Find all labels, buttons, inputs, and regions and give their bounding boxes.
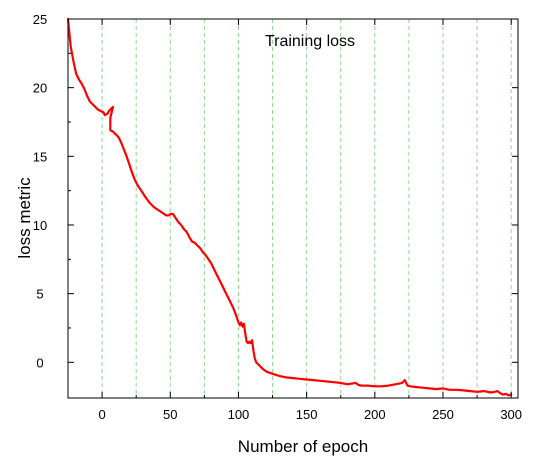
x-tick-label: 150 (296, 407, 318, 422)
x-tick-label: 100 (228, 407, 250, 422)
y-tick-label: 10 (33, 218, 47, 233)
y-tick-label: 15 (33, 149, 47, 164)
y-tick-label: 0 (36, 355, 43, 370)
x-tick-label: 250 (432, 407, 454, 422)
loss-series-line (66, 17, 513, 397)
x-tick-label: 300 (500, 407, 522, 422)
y-axis-label: loss metric (15, 177, 34, 259)
x-tick-label: 0 (98, 407, 105, 422)
chart-title: Training loss (265, 33, 355, 50)
grid-lines (101, 19, 512, 398)
x-tick-label: 200 (364, 407, 386, 422)
y-tick-label: 20 (33, 81, 47, 96)
series-layer (66, 17, 513, 397)
y-tick-label: 25 (33, 12, 47, 27)
y-tick-label: 5 (36, 287, 43, 302)
x-axis-label: Number of epoch (238, 437, 368, 456)
plot-frame (67, 18, 519, 399)
x-tick-label: 50 (163, 407, 177, 422)
ticks-layer: 0 50 100 150 200 250 300 0 5 10 15 20 25 (33, 12, 522, 422)
